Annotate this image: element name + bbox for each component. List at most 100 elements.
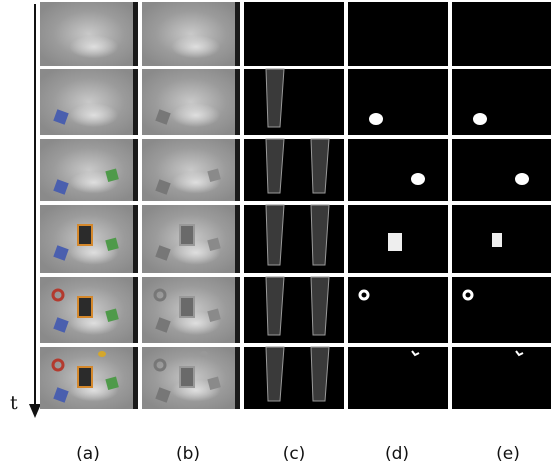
mask-blob — [473, 113, 487, 125]
tile-a-row-1 — [40, 2, 138, 66]
tile-c-row-3 — [244, 138, 344, 201]
column-label-a: (a) — [76, 444, 100, 464]
book-object — [77, 296, 93, 318]
blue-cube — [155, 109, 171, 125]
light-spot — [171, 171, 221, 194]
tile-edge — [133, 139, 138, 201]
gripper-arm — [265, 138, 285, 194]
tile-b-row-6 — [142, 347, 240, 409]
dark-tile — [244, 277, 344, 343]
tile-e-row-4 — [452, 205, 551, 273]
yellow-object — [200, 351, 208, 357]
mask-blob — [492, 233, 502, 247]
blue-cube — [53, 109, 69, 125]
dark-tile — [348, 139, 448, 201]
dark-tile — [452, 69, 551, 135]
green-cube — [207, 376, 221, 391]
gripper-arm — [265, 68, 285, 128]
dark-tile — [348, 69, 448, 135]
mask-ring — [358, 289, 370, 301]
gripper-arm — [265, 346, 285, 402]
mask-blob — [411, 350, 420, 357]
tile-edge — [235, 205, 240, 273]
gripper-arm — [265, 204, 285, 266]
blue-cube — [155, 387, 171, 403]
tile-e-row-2 — [452, 69, 551, 135]
column-label-e: (e) — [496, 444, 520, 464]
book-object — [179, 296, 195, 318]
book-object — [179, 224, 195, 246]
dark-tile — [244, 205, 344, 273]
tile-c-row-1 — [244, 2, 344, 66]
red-ring — [51, 288, 65, 302]
light-spot — [69, 35, 119, 59]
tile-grid — [40, 2, 551, 409]
light-spot — [69, 103, 119, 128]
tile-d-row-5 — [348, 277, 448, 343]
tile-d-row-6 — [348, 347, 448, 409]
tile-b-row-2 — [142, 69, 240, 135]
book-object — [77, 224, 93, 246]
light-spot — [171, 35, 221, 59]
gripper-arm — [310, 346, 330, 402]
tile-d-row-1 — [348, 2, 448, 66]
green-cube — [105, 308, 119, 323]
tile-e-row-3 — [452, 139, 551, 201]
tile-a-row-4 — [40, 205, 138, 273]
tile-e-row-5 — [452, 277, 551, 343]
tile-edge — [235, 277, 240, 343]
dark-tile — [244, 139, 344, 201]
tile-edge — [235, 347, 240, 409]
blue-cube — [53, 245, 69, 261]
dark-tile — [348, 347, 448, 409]
tile-edge — [133, 347, 138, 409]
dark-tile — [452, 2, 551, 66]
tile-c-row-5 — [244, 276, 344, 343]
red-ring — [153, 288, 167, 302]
dark-tile — [452, 139, 551, 201]
time-axis-label: t — [10, 392, 18, 414]
gripper-arm — [310, 276, 330, 336]
dark-tile — [244, 69, 344, 135]
gripper-arm — [265, 276, 285, 336]
tile-edge — [235, 69, 240, 135]
green-cube — [207, 168, 221, 183]
red-ring — [51, 358, 65, 372]
light-spot — [69, 171, 119, 194]
tile-d-row-3 — [348, 139, 448, 201]
tile-edge — [133, 69, 138, 135]
tile-e-row-6 — [452, 347, 551, 409]
mask-blob — [369, 113, 383, 125]
column-label-b: (b) — [175, 444, 201, 464]
green-cube — [105, 376, 119, 391]
blue-cube — [155, 317, 171, 333]
green-cube — [207, 237, 221, 252]
dark-tile — [244, 2, 344, 66]
dark-tile — [452, 277, 551, 343]
blue-cube — [155, 245, 171, 261]
tile-edge — [235, 2, 240, 66]
blue-cube — [53, 317, 69, 333]
gripper-arm — [310, 204, 330, 266]
tile-a-row-2 — [40, 69, 138, 135]
light-spot — [171, 240, 221, 265]
book-object — [77, 366, 93, 388]
dark-tile — [244, 347, 344, 409]
tile-edge — [133, 2, 138, 66]
tile-b-row-3 — [142, 139, 240, 201]
gripper-arm — [310, 138, 330, 194]
tile-b-row-1 — [142, 2, 240, 66]
column-label-c: (c) — [282, 444, 306, 464]
book-object — [179, 366, 195, 388]
mask-ring — [462, 289, 474, 301]
tile-c-row-6 — [244, 346, 344, 409]
tile-edge — [235, 139, 240, 201]
green-cube — [105, 237, 119, 252]
tile-b-row-4 — [142, 205, 240, 273]
mask-blob — [411, 173, 425, 185]
light-spot — [171, 103, 221, 128]
tile-d-row-4 — [348, 205, 448, 273]
yellow-object — [98, 351, 106, 357]
green-cube — [207, 308, 221, 323]
